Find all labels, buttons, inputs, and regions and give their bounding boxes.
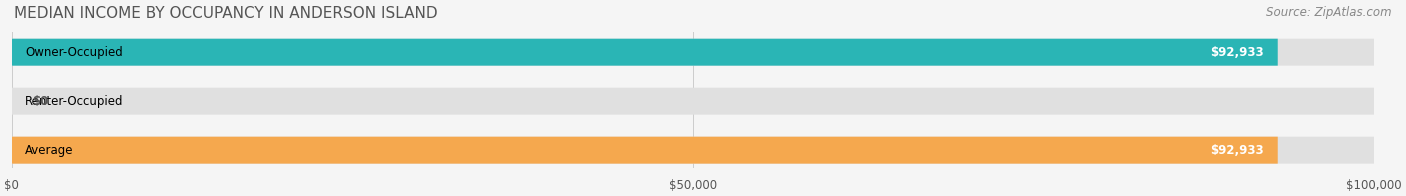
Text: $0: $0 — [32, 95, 48, 108]
Text: $92,933: $92,933 — [1211, 46, 1264, 59]
FancyBboxPatch shape — [11, 39, 1374, 66]
FancyBboxPatch shape — [11, 137, 1278, 164]
FancyBboxPatch shape — [11, 39, 1278, 66]
Text: Owner-Occupied: Owner-Occupied — [25, 46, 122, 59]
Text: Source: ZipAtlas.com: Source: ZipAtlas.com — [1267, 6, 1392, 19]
FancyBboxPatch shape — [11, 137, 1374, 164]
Text: $92,933: $92,933 — [1211, 144, 1264, 157]
Text: Average: Average — [25, 144, 73, 157]
Text: MEDIAN INCOME BY OCCUPANCY IN ANDERSON ISLAND: MEDIAN INCOME BY OCCUPANCY IN ANDERSON I… — [14, 6, 437, 21]
FancyBboxPatch shape — [11, 88, 1374, 115]
Text: Renter-Occupied: Renter-Occupied — [25, 95, 124, 108]
